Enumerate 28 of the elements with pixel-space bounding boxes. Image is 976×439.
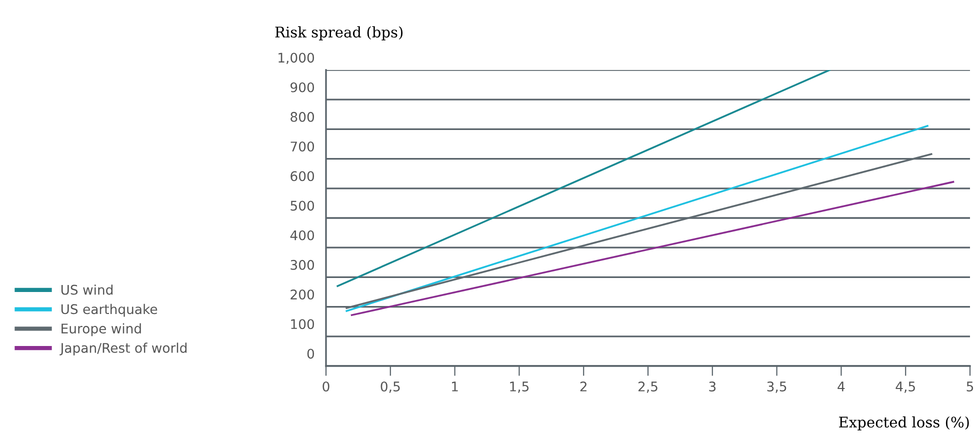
x-tick-label: 3 [709, 382, 716, 392]
y-tick-label: 200 [290, 290, 314, 300]
y-tick-label: 400 [290, 230, 314, 240]
x-tick-label: 2 [580, 382, 586, 392]
y-tick-label: 300 [290, 260, 314, 270]
x-tick-label: 4 [838, 382, 845, 392]
y-tick-label: 100 [291, 319, 314, 330]
x-tick-label: 3,5 [767, 382, 786, 393]
y-tick-label: 700 [290, 142, 314, 152]
x-tick-label: 2,5 [638, 382, 658, 393]
y-tick-label: 800 [290, 112, 314, 122]
y-tick-label: 500 [290, 200, 314, 211]
x-axis-title: Expected loss (%) [839, 416, 969, 430]
y-tick-label: 900 [290, 82, 314, 92]
x-tick-label: 1,5 [510, 382, 529, 393]
x-tick-label: 5 [966, 382, 974, 392]
legend-label: US earthquake [61, 304, 158, 317]
y-tick-label: 1,000 [278, 52, 314, 64]
x-tick-label: 0,5 [380, 382, 400, 393]
y-axis-title: Risk spread (bps) [275, 26, 403, 40]
y-tick-label: 0 [307, 348, 314, 359]
legend-label: US wind [61, 284, 113, 295]
legend-label: Europe wind [62, 323, 141, 336]
x-tick-label: 4,5 [896, 382, 915, 393]
y-tick-label: 600 [290, 171, 314, 182]
x-tick-label: 1 [452, 382, 458, 392]
legend-label: Japan/Rest of world [60, 342, 187, 356]
x-tick-label: 0 [322, 382, 330, 392]
